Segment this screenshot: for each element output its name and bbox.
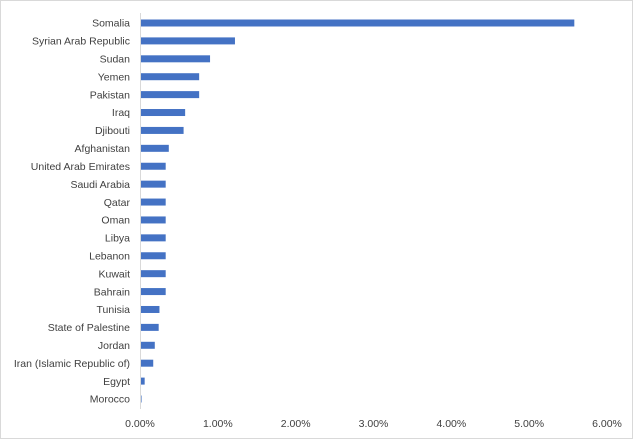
bar-tunisia (140, 305, 160, 313)
category-label-yemen: Yemen (98, 71, 130, 83)
x-tick-label: 6.00% (592, 418, 622, 430)
bar-iraq (140, 109, 186, 117)
category-label-qatar: Qatar (104, 197, 131, 209)
bar-afghanistan (140, 144, 169, 152)
bar-jordan (140, 341, 155, 349)
bar-oman (140, 216, 166, 224)
category-label-somalia: Somalia (92, 18, 130, 30)
category-label-afghanistan: Afghanistan (75, 143, 131, 155)
category-label-sudan: Sudan (100, 54, 131, 66)
category-label-oman: Oman (101, 215, 130, 227)
category-label-jordan: Jordan (98, 340, 130, 352)
bar-kuwait (140, 270, 166, 278)
x-tick-label: 3.00% (359, 418, 389, 430)
category-label-kuwait: Kuwait (98, 268, 130, 280)
x-tick-label: 4.00% (436, 418, 466, 430)
bar-yemen (140, 73, 200, 81)
bar-saudi-arabia (140, 180, 166, 188)
bar-pakistan (140, 91, 200, 99)
bar-lebanon (140, 252, 166, 260)
bar-syrian-arab-republic (140, 37, 235, 45)
category-label-morocco: Morocco (90, 394, 130, 406)
category-label-united-arab-emirates: United Arab Emirates (31, 161, 130, 173)
category-label-syrian-arab-republic: Syrian Arab Republic (32, 36, 130, 48)
x-tick-label: 5.00% (514, 418, 544, 430)
x-axis-tick-labels: 0.00% 1.00% 2.00% 3.00% 4.00% 5.00% 6.00% (125, 418, 622, 430)
x-tick-label: 0.00% (125, 418, 155, 430)
bar-somalia (140, 19, 575, 27)
category-label-egypt: Egypt (103, 376, 130, 388)
category-label-lebanon: Lebanon (89, 250, 130, 262)
category-label-state-of-palestine: State of Palestine (48, 322, 130, 334)
bars (140, 19, 575, 403)
bar-united-arab-emirates (140, 162, 166, 170)
bar-qatar (140, 198, 166, 206)
category-label-tunisia: Tunisia (97, 304, 131, 316)
category-label-iraq: Iraq (112, 107, 130, 119)
x-tick-label: 2.00% (281, 418, 311, 430)
bar-sudan (140, 55, 211, 63)
category-label-libya: Libya (105, 233, 130, 245)
bar-iran-islamic-republic-of (140, 359, 154, 367)
category-label-iran-islamic-republic-of: Iran (Islamic Republic of) (14, 358, 130, 370)
category-label-bahrain: Bahrain (94, 286, 130, 298)
category-labels: Somalia Syrian Arab Republic Sudan Yemen Pak… (14, 18, 131, 406)
bar-bahrain (140, 288, 166, 296)
bar-state-of-palestine (140, 323, 159, 331)
x-tick-label: 1.00% (203, 418, 233, 430)
bar-libya (140, 234, 166, 242)
bar-egypt (140, 377, 145, 385)
category-label-saudi-arabia: Saudi Arabia (70, 179, 130, 191)
category-label-djibouti: Djibouti (95, 125, 130, 137)
bar-djibouti (140, 126, 184, 134)
category-label-pakistan: Pakistan (90, 89, 130, 101)
